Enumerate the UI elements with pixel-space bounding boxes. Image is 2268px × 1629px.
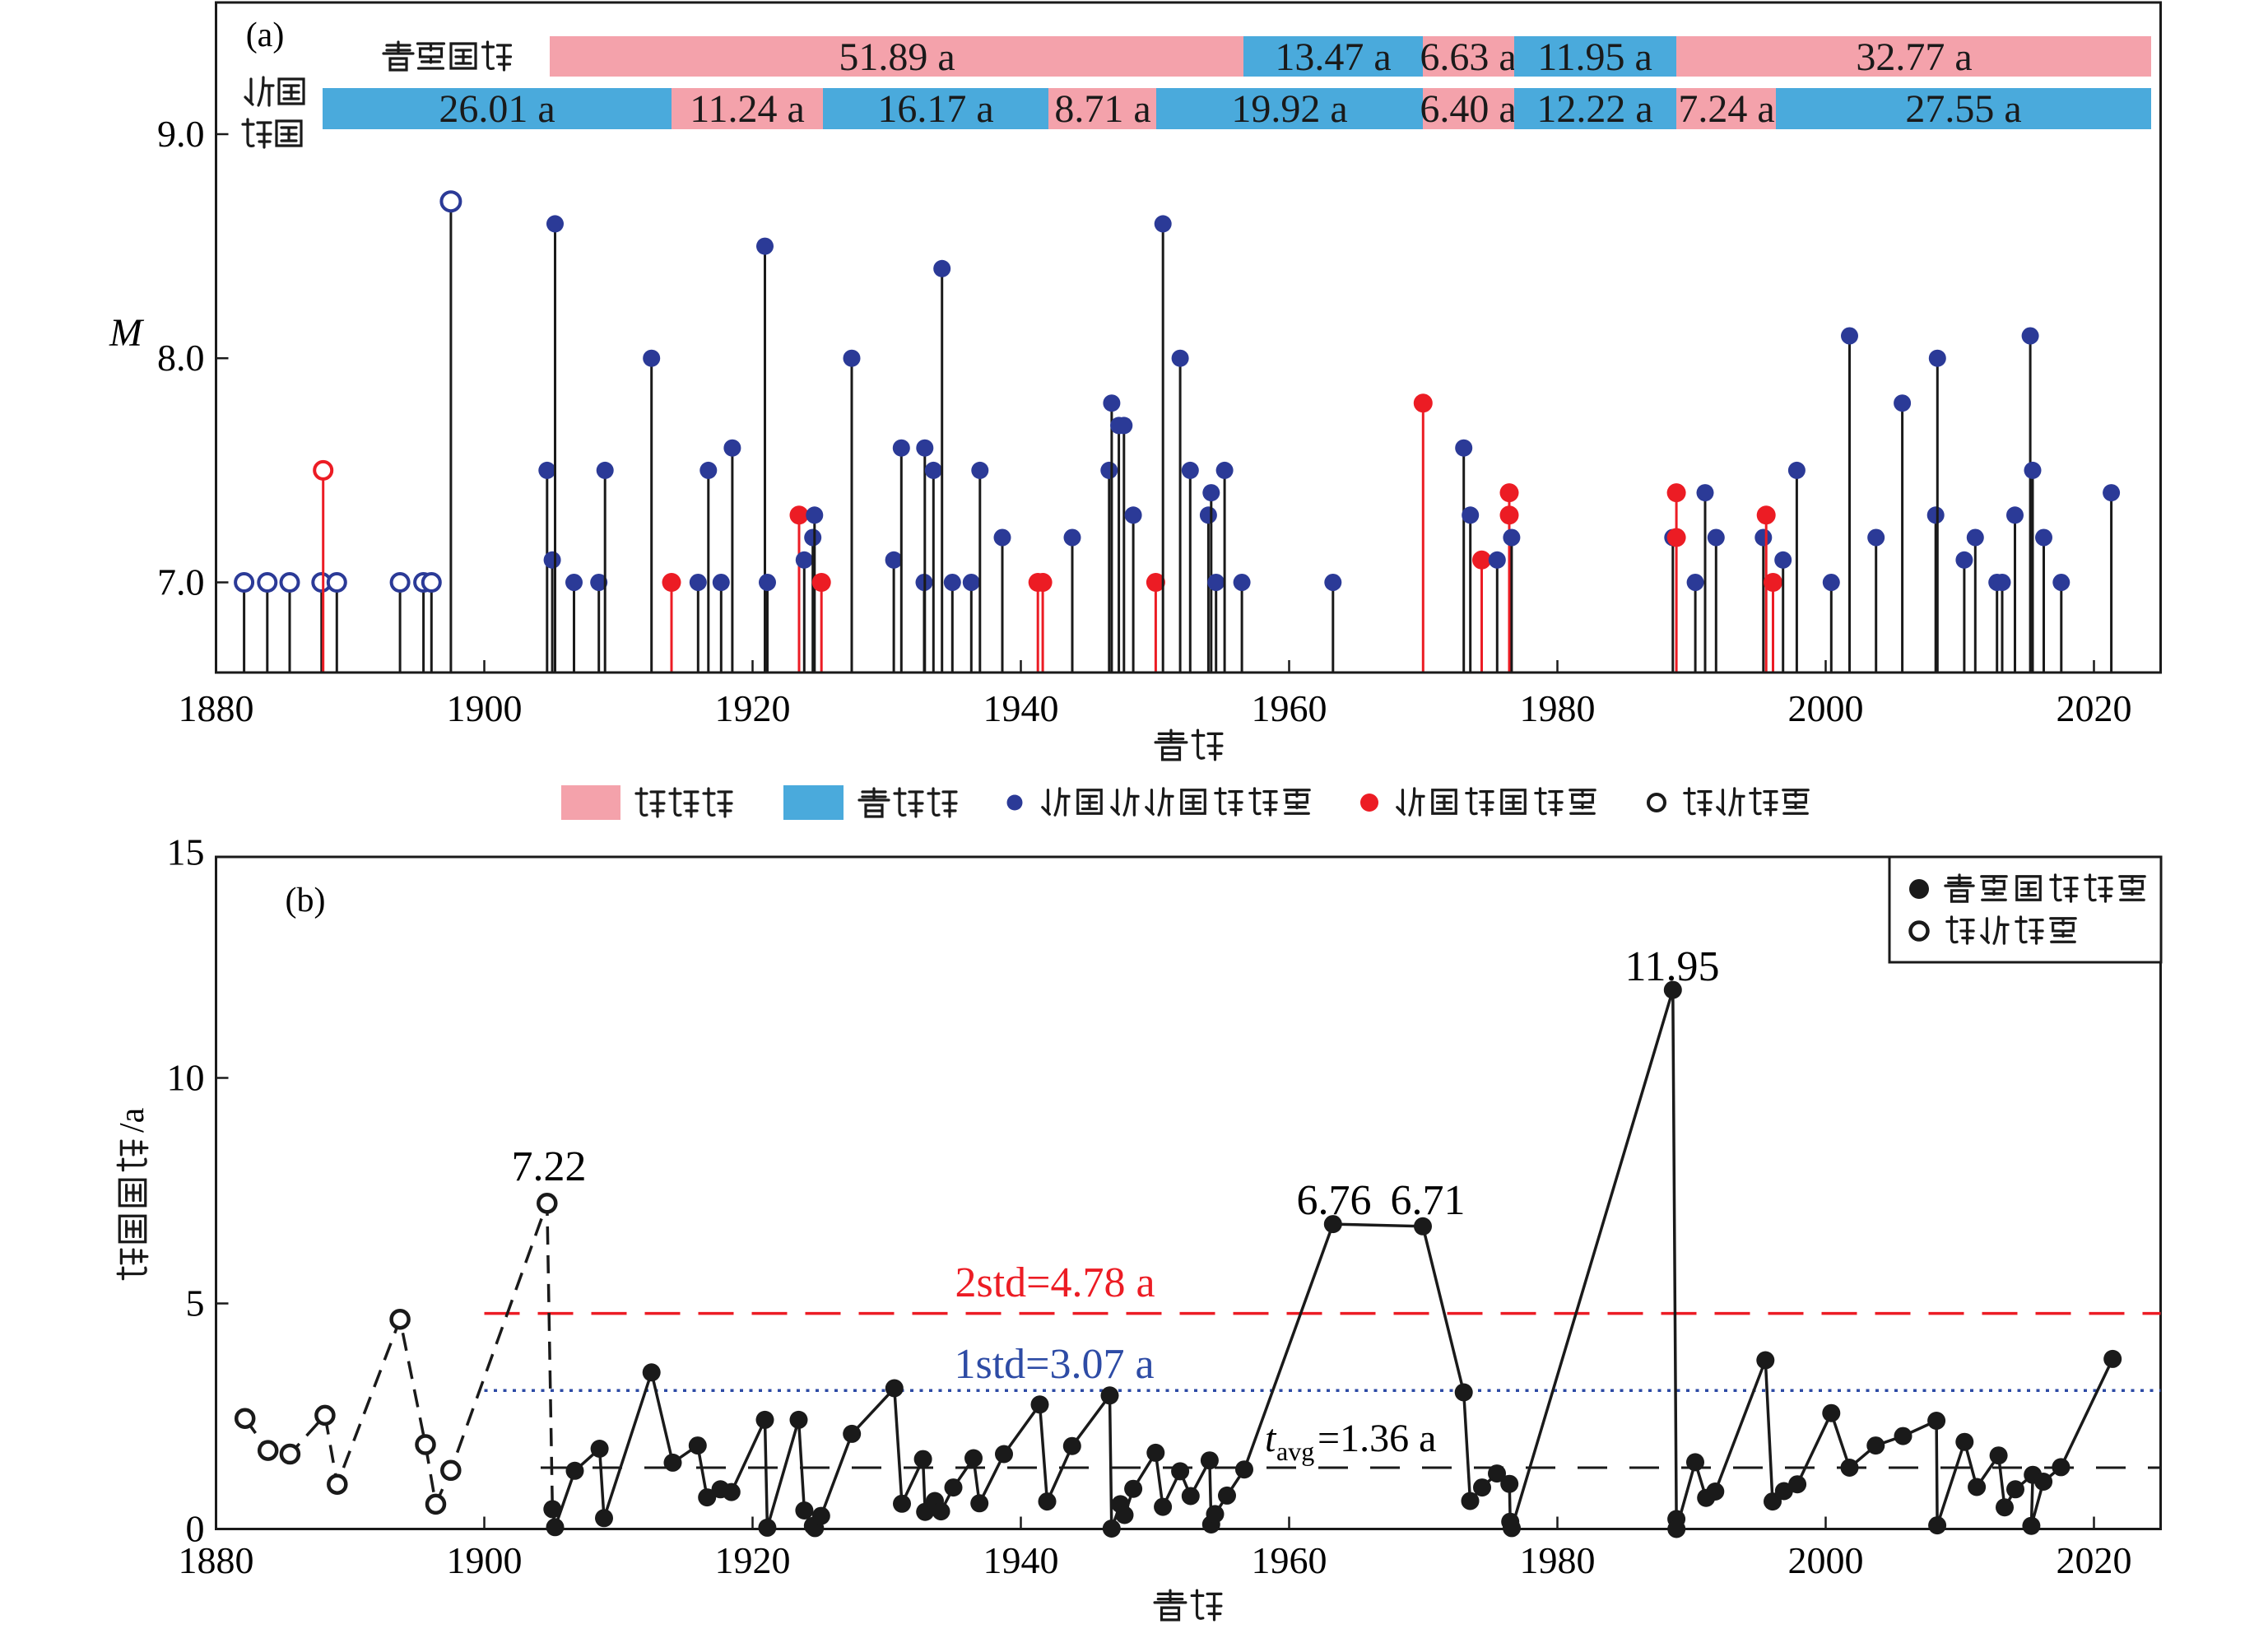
svg-text:(b): (b) <box>286 882 326 919</box>
svg-text:1940: 1940 <box>983 687 1059 729</box>
svg-text:/a: /a <box>114 1107 151 1133</box>
svg-text:7.24 a: 7.24 a <box>1678 87 1774 131</box>
svg-text:6.40 a: 6.40 a <box>1420 87 1516 131</box>
svg-text:1880: 1880 <box>179 1539 254 1581</box>
svg-text:11.95 a: 11.95 a <box>1537 35 1652 79</box>
svg-text:1960: 1960 <box>1252 687 1327 729</box>
svg-text:1880: 1880 <box>179 687 254 729</box>
svg-text:15: 15 <box>167 831 205 873</box>
svg-text:1940: 1940 <box>983 1539 1059 1581</box>
svg-text:9.0: 9.0 <box>157 113 205 155</box>
svg-text:19.92 a: 19.92 a <box>1231 87 1347 131</box>
svg-text:avg: avg <box>1276 1436 1314 1466</box>
svg-text:8.71 a: 8.71 a <box>1054 87 1150 131</box>
svg-text:5: 5 <box>186 1282 205 1324</box>
svg-text:2std=4.78 a: 2std=4.78 a <box>955 1259 1155 1306</box>
svg-text:1920: 1920 <box>715 1539 791 1581</box>
svg-text:2000: 2000 <box>1788 1539 1864 1581</box>
svg-text:0: 0 <box>186 1508 205 1550</box>
svg-text:16.17 a: 16.17 a <box>877 87 993 131</box>
svg-text:10: 10 <box>167 1057 205 1099</box>
svg-text:8.0: 8.0 <box>157 337 205 379</box>
svg-text:2020: 2020 <box>2057 687 2132 729</box>
svg-text:7.0: 7.0 <box>157 561 205 603</box>
svg-text:2020: 2020 <box>2057 1539 2132 1581</box>
svg-text:13.47 a: 13.47 a <box>1275 35 1391 79</box>
svg-text:1960: 1960 <box>1252 1539 1327 1581</box>
svg-text:1900: 1900 <box>447 1539 523 1581</box>
svg-text:12.22 a: 12.22 a <box>1536 87 1652 131</box>
svg-text:6.63 a: 6.63 a <box>1420 35 1516 79</box>
svg-text:2000: 2000 <box>1788 687 1864 729</box>
svg-text:M: M <box>109 311 145 355</box>
svg-text:6.71: 6.71 <box>1391 1177 1466 1224</box>
svg-text:11.24 a: 11.24 a <box>690 87 805 131</box>
svg-text:1980: 1980 <box>1520 1539 1596 1581</box>
svg-text:6.76: 6.76 <box>1297 1177 1372 1224</box>
svg-text:t: t <box>1265 1417 1277 1460</box>
svg-text:1980: 1980 <box>1520 687 1596 729</box>
svg-text:=1.36 a: =1.36 a <box>1318 1417 1436 1460</box>
svg-text:26.01 a: 26.01 a <box>439 87 555 131</box>
svg-text:32.77 a: 32.77 a <box>1856 35 1972 79</box>
svg-text:51.89 a: 51.89 a <box>839 35 955 79</box>
svg-text:(a): (a) <box>246 16 285 54</box>
svg-text:1920: 1920 <box>715 687 791 729</box>
svg-text:7.22: 7.22 <box>512 1143 587 1190</box>
svg-text:27.55 a: 27.55 a <box>1905 87 2021 131</box>
svg-text:1std=3.07 a: 1std=3.07 a <box>954 1341 1154 1388</box>
svg-text:1900: 1900 <box>447 687 523 729</box>
svg-text:11.95: 11.95 <box>1624 943 1719 990</box>
